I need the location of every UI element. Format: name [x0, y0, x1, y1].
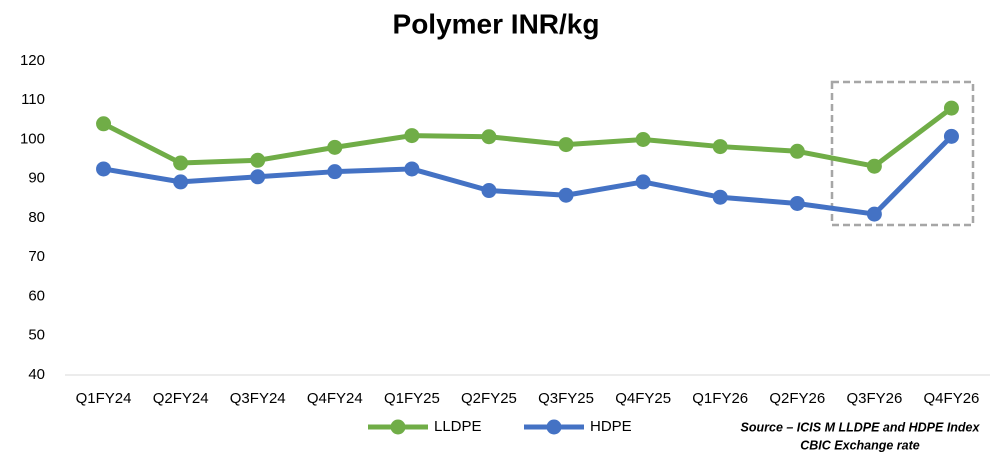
- x-tick-label: Q4FY25: [615, 390, 671, 407]
- point: [635, 132, 651, 147]
- highlight-box: [830, 80, 975, 227]
- point: [96, 116, 112, 132]
- y-tick-label: 70: [28, 248, 45, 265]
- x-tick-label: Q1FY24: [76, 390, 132, 407]
- legend-label: LLDPE: [434, 418, 482, 435]
- series-line: [102, 106, 953, 169]
- point: [558, 187, 574, 203]
- point: [250, 169, 266, 185]
- point: [789, 195, 805, 211]
- point: [558, 137, 574, 153]
- point: [404, 161, 420, 177]
- point: [866, 158, 882, 174]
- x-tick-label: Q2FY24: [153, 390, 209, 407]
- y-tick-label: 110: [21, 91, 45, 108]
- point: [404, 128, 420, 144]
- legend-label: HDPE: [590, 418, 632, 435]
- x-tick-label: Q2FY26: [769, 390, 825, 407]
- point: [789, 143, 805, 159]
- chart-title: Polymer INR/kg: [393, 8, 600, 39]
- x-tick-label: Q1FY25: [384, 390, 440, 407]
- x-tick-label: Q3FY26: [846, 390, 902, 407]
- source-note: Source – ICIS M LLDPE and HDPE Index: [741, 420, 981, 434]
- y-tick-label: 90: [28, 170, 45, 187]
- x-tick-label: Q2FY25: [461, 390, 517, 407]
- point: [327, 139, 343, 155]
- y-tick-label: 60: [28, 287, 45, 304]
- series-line: [103, 134, 954, 217]
- y-tick-label: 50: [28, 327, 45, 344]
- point: [943, 100, 959, 116]
- y-tick-label: 120: [20, 52, 45, 69]
- point: [250, 152, 266, 168]
- x-tick-label: Q3FY24: [230, 390, 286, 407]
- x-tick-label: Q4FY26: [924, 390, 980, 407]
- point: [481, 183, 497, 199]
- y-tick-label: 80: [28, 209, 45, 226]
- point: [96, 161, 112, 177]
- source-note: CBIC Exchange rate: [800, 438, 920, 452]
- x-tick-label: Q4FY24: [307, 390, 363, 407]
- point: [173, 174, 189, 190]
- y-tick-label: 40: [28, 366, 45, 383]
- y-tick-label: 100: [20, 130, 45, 147]
- point: [173, 155, 189, 171]
- legend-marker: [390, 419, 406, 435]
- x-tick-label: Q1FY26: [692, 390, 748, 407]
- point: [712, 189, 728, 205]
- point: [943, 128, 959, 144]
- legend-marker: [546, 419, 562, 435]
- point: [481, 129, 497, 145]
- point: [635, 174, 651, 190]
- point: [712, 139, 728, 155]
- point: [866, 206, 882, 222]
- point: [327, 164, 343, 180]
- x-tick-label: Q3FY25: [538, 390, 594, 407]
